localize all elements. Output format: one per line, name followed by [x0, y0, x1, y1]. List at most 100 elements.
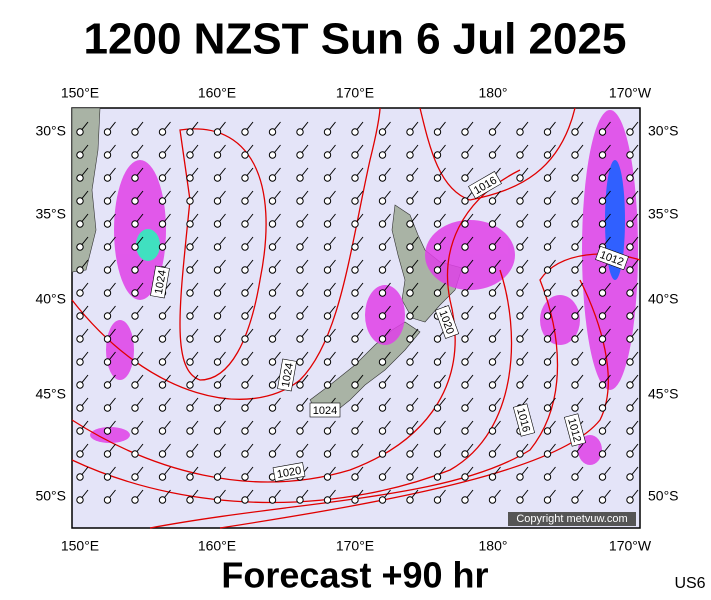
lat-label: 40°S	[648, 291, 679, 307]
lon-label: 150°E	[61, 538, 99, 554]
wind-station	[406, 243, 414, 251]
wind-station	[323, 312, 332, 320]
wind-station	[351, 404, 359, 412]
wind-station	[461, 128, 469, 136]
wind-station	[626, 266, 634, 274]
isobar-label: 1020	[276, 465, 302, 481]
isobar-label-box	[512, 403, 536, 437]
wind-station	[626, 289, 634, 297]
wind-station	[378, 197, 387, 205]
lat-label: 50°S	[35, 488, 66, 504]
wind-station	[543, 335, 552, 343]
wind-station	[351, 450, 359, 458]
wind-station	[76, 197, 84, 205]
wind-station	[323, 174, 332, 182]
wind-station	[213, 197, 222, 205]
wind-station	[241, 174, 249, 182]
wind-station	[268, 427, 277, 435]
wind-station	[296, 128, 304, 136]
wind-station	[571, 266, 579, 274]
wind-station	[433, 473, 442, 481]
wind-station	[406, 289, 414, 297]
wind-station	[268, 358, 277, 366]
wind-station	[296, 197, 304, 205]
wind-station	[378, 312, 387, 320]
wind-station	[488, 496, 497, 504]
wind-station	[433, 151, 442, 159]
isobar-label-box	[563, 413, 587, 447]
wind-station	[351, 473, 359, 481]
wind-station	[76, 151, 84, 159]
wind-station	[461, 289, 469, 297]
wind-station	[186, 220, 194, 228]
wind-station	[461, 220, 469, 228]
wind-station	[76, 381, 84, 389]
wind-station	[296, 266, 304, 274]
wind-station	[76, 473, 84, 481]
wind-station	[378, 381, 387, 389]
wind-station	[103, 128, 112, 136]
wind-station	[543, 404, 552, 412]
wind-station	[378, 427, 387, 435]
wind-station	[543, 427, 552, 435]
wind-station	[488, 381, 497, 389]
wind-station	[103, 151, 112, 159]
wind-station	[158, 427, 167, 435]
wind-station	[378, 174, 387, 182]
wind-station	[516, 381, 524, 389]
wind-station	[598, 312, 607, 320]
wind-station	[488, 404, 497, 412]
wind-station	[516, 335, 524, 343]
wind-station	[488, 358, 497, 366]
wind-station	[131, 174, 139, 182]
wind-station	[323, 496, 332, 504]
isobar-label-group: 1024	[277, 358, 297, 392]
isobar-label: 1024	[313, 405, 337, 417]
wind-station	[433, 427, 442, 435]
wind-station	[103, 473, 112, 481]
wind-station	[516, 243, 524, 251]
isobar-label-group: 1024	[309, 402, 341, 418]
wind-station	[543, 220, 552, 228]
wind-station	[186, 312, 194, 320]
wind-station	[598, 128, 607, 136]
isobar-label-box	[150, 265, 170, 299]
wind-station	[488, 473, 497, 481]
isobar-label-box	[272, 462, 306, 482]
wind-station	[103, 381, 112, 389]
wind-station	[76, 404, 84, 412]
wind-station	[378, 358, 387, 366]
wind-station	[131, 197, 139, 205]
wind-station	[543, 174, 552, 182]
wind-station	[131, 381, 139, 389]
wind-station	[186, 151, 194, 159]
wind-station	[433, 289, 442, 297]
wind-station	[516, 289, 524, 297]
wind-station	[598, 220, 607, 228]
wind-station	[158, 128, 167, 136]
lon-label: 160°E	[198, 538, 236, 554]
wind-station	[158, 151, 167, 159]
wind-station	[571, 496, 579, 504]
wind-station	[158, 197, 167, 205]
wind-station	[461, 427, 469, 435]
wind-station	[158, 358, 167, 366]
wind-station	[461, 243, 469, 251]
wind-station	[378, 404, 387, 412]
isobar-label: 1024	[280, 362, 296, 388]
wind-station	[488, 197, 497, 205]
wind-station	[158, 473, 167, 481]
wind-station	[406, 473, 414, 481]
wind-station	[186, 381, 194, 389]
lat-label: 45°S	[35, 386, 66, 402]
wind-station	[626, 450, 634, 458]
wind-station	[131, 450, 139, 458]
wind-station	[241, 496, 249, 504]
wind-station	[213, 312, 222, 320]
wind-station	[241, 358, 249, 366]
wind-station	[186, 358, 194, 366]
wind-station	[186, 496, 194, 504]
wind-station	[543, 151, 552, 159]
wind-station	[571, 473, 579, 481]
wind-station	[213, 174, 222, 182]
